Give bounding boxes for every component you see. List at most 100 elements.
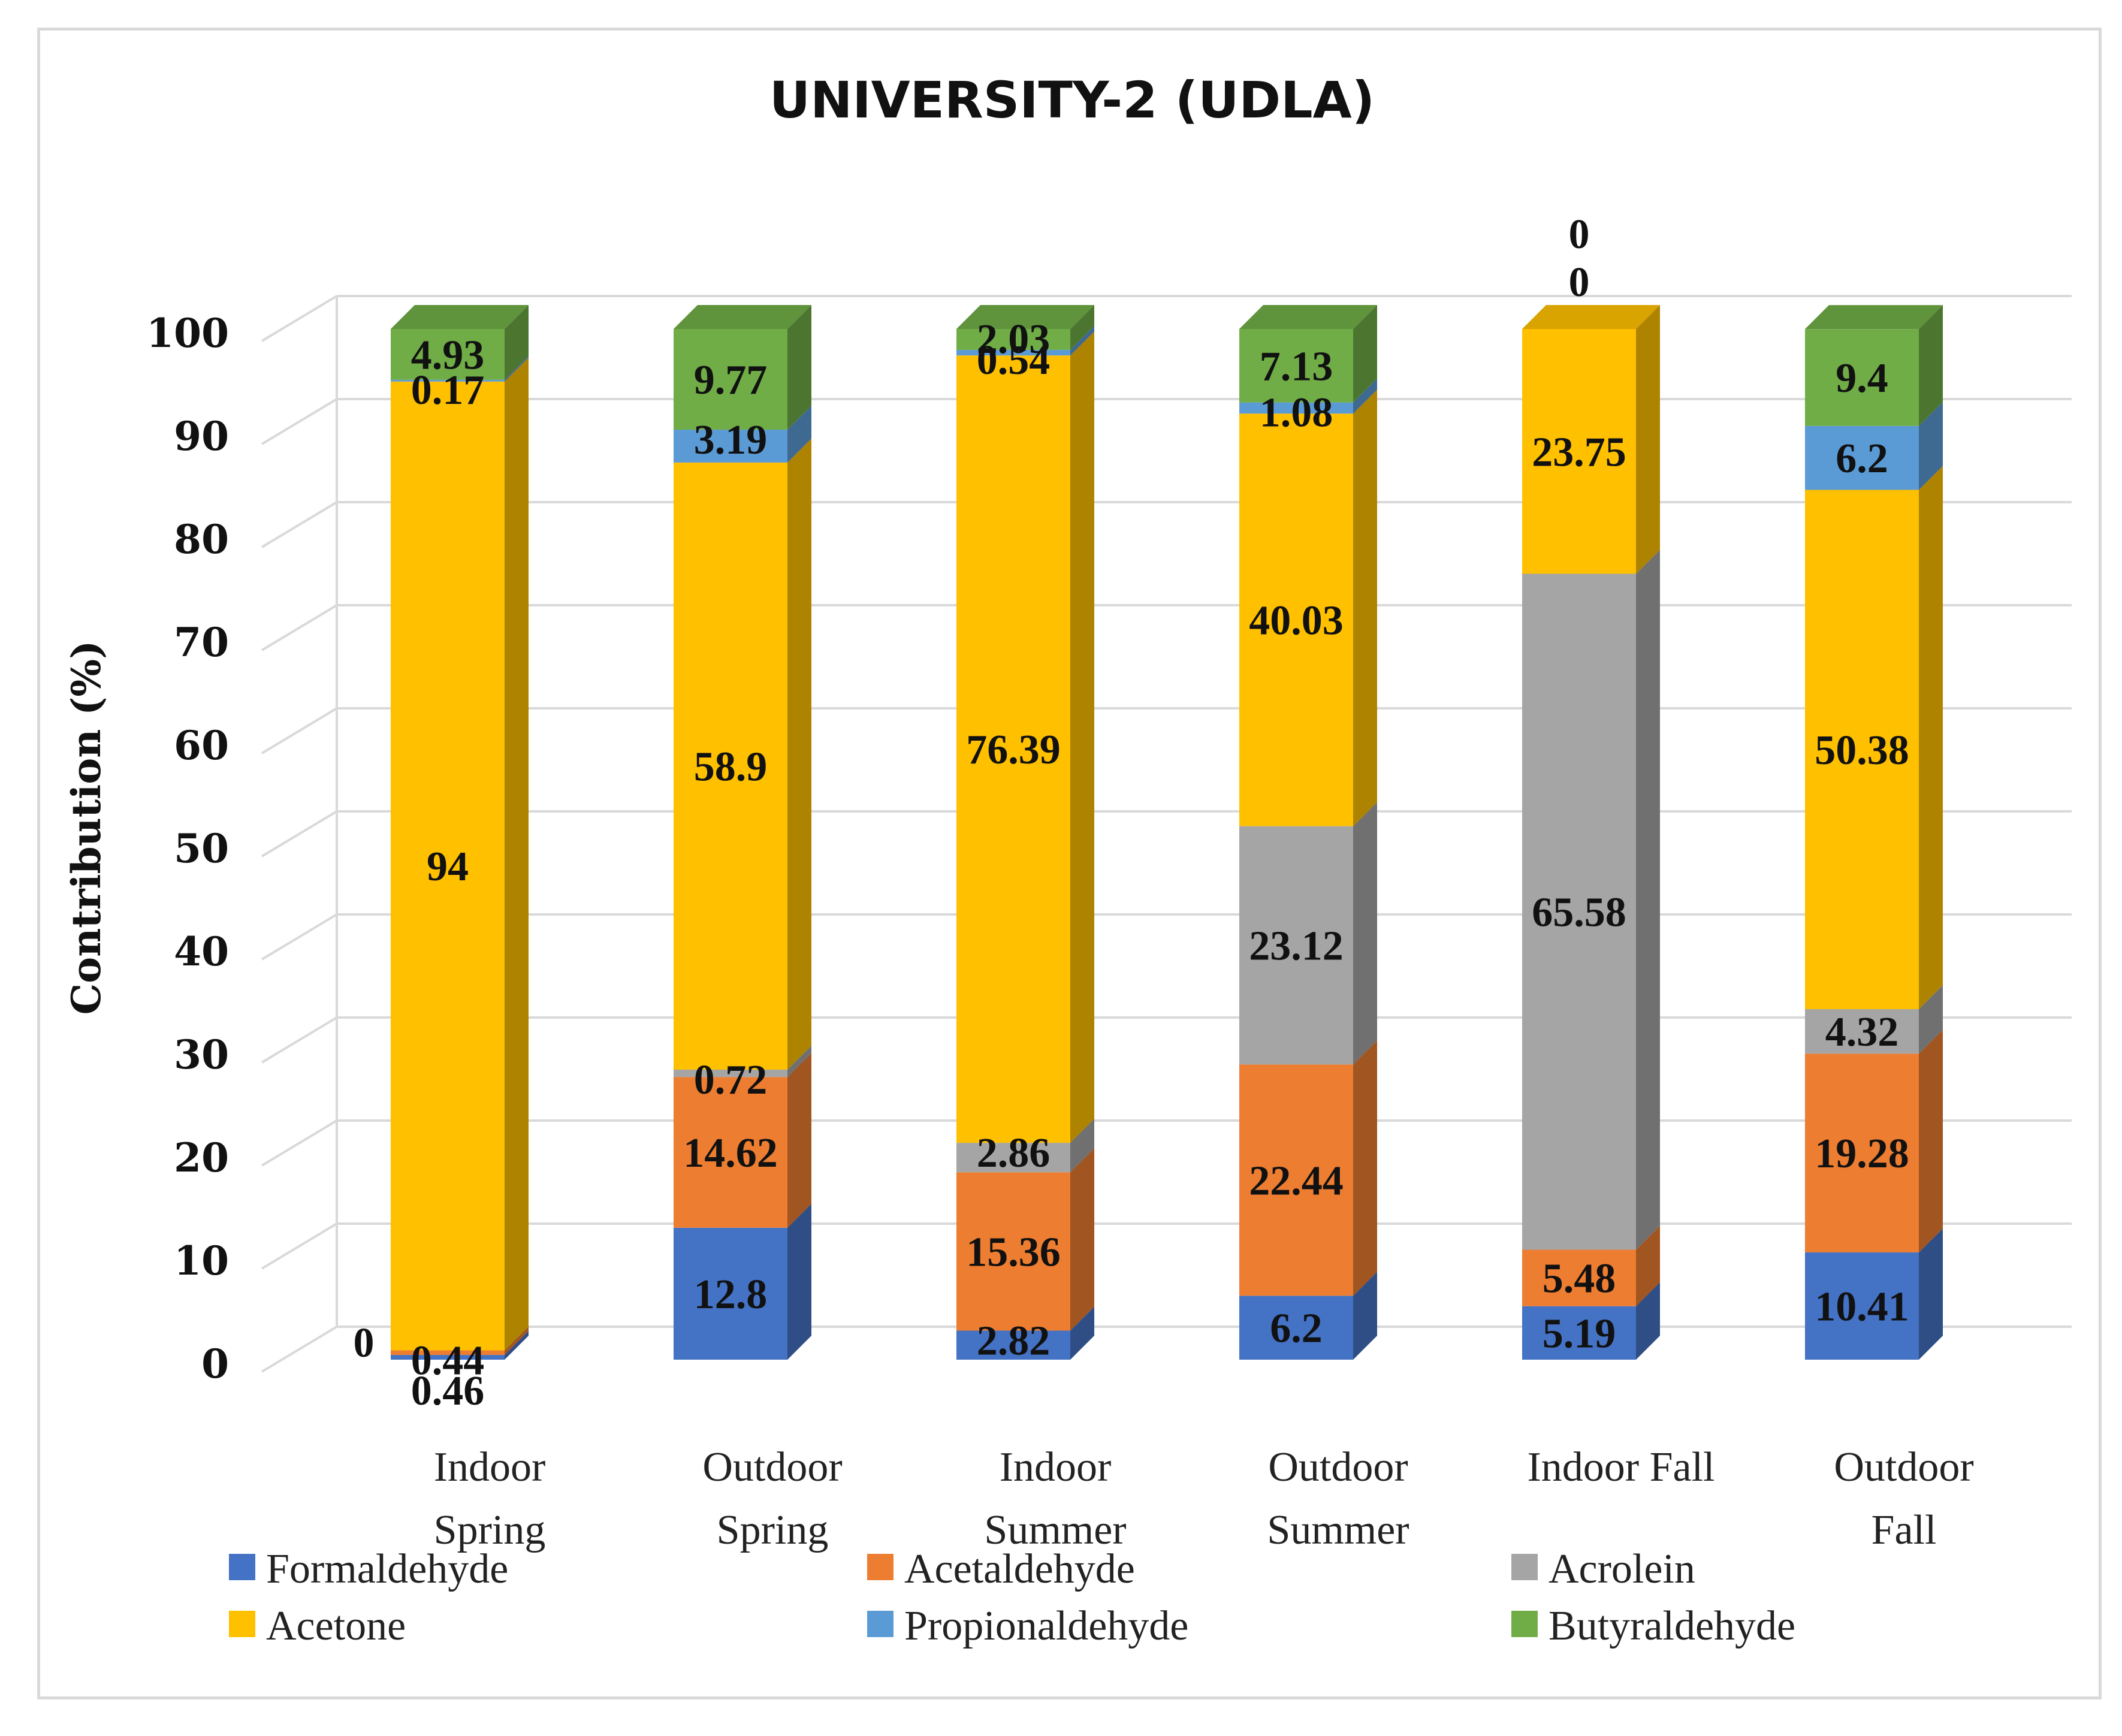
bar-side-acetaldehyde (1070, 1148, 1094, 1331)
bar-segment-formaldehyde (1239, 1296, 1353, 1360)
gridline-diagonal (261, 1016, 338, 1064)
data-label: 5.48 (1543, 1256, 1616, 1302)
data-label: 9.77 (694, 357, 768, 403)
bar-segment-acetaldehyde (956, 1172, 1070, 1331)
gridline-diagonal (261, 913, 338, 961)
data-label: 0.54 (977, 337, 1051, 384)
bar-side-formaldehyde (1070, 1306, 1094, 1360)
y-tick-label: 0 (201, 1341, 229, 1387)
gridlines (261, 295, 2072, 1373)
x-axis-categories: IndoorSpringOutdoorSpringIndoorSummerOut… (434, 1444, 1974, 1553)
data-label: 50.38 (1815, 727, 1909, 774)
bar-side-acetone (1636, 305, 1660, 574)
data-label: 9.4 (1836, 355, 1888, 401)
data-label: 22.44 (1249, 1158, 1344, 1204)
data-label: 12.8 (694, 1272, 768, 1318)
bar-segment-acetaldehyde (1239, 1064, 1353, 1296)
bar-segment-butyraldehyde (1805, 329, 1919, 426)
bar-side-acetaldehyde (1919, 1029, 1943, 1252)
data-label: 23.75 (1532, 429, 1626, 475)
bar-side-acetone (505, 357, 529, 1351)
bar-side-formaldehyde (1636, 1282, 1660, 1360)
bar-segment-acetone (956, 355, 1070, 1143)
gridline-diagonal (261, 1326, 338, 1373)
legend-item-butyraldehyde: Butyraldehyde (1511, 1603, 1795, 1649)
y-axis-ticks: 0 10 20 30 40 50 60 70 80 90 100 (146, 310, 229, 1387)
legend-label: Acrolein (1549, 1546, 1695, 1592)
bar-segment-acetone (1239, 413, 1353, 826)
bar-segment-acetaldehyde (1522, 1249, 1636, 1306)
data-label: 7.13 (1260, 343, 1333, 390)
bar-segment-formaldehyde (674, 1227, 787, 1360)
legend-item-acrolein: Acrolein (1511, 1546, 1695, 1592)
data-label: 14.62 (683, 1130, 778, 1176)
bar-side-propionaldehyde (787, 406, 811, 463)
data-label: 2.82 (977, 1318, 1051, 1364)
gridline-diagonal (261, 295, 338, 342)
bar-side-formaldehyde (787, 1203, 811, 1360)
bar-segment-butyraldehyde (956, 329, 1070, 350)
legend-swatch-acetaldehyde (867, 1554, 894, 1580)
legend-swatch-butyraldehyde (1511, 1611, 1538, 1637)
gridline-diagonal (261, 1222, 338, 1270)
legend-item-propionaldehyde: Propionaldehyde (867, 1603, 1188, 1649)
bar-side-butyraldehyde (1919, 305, 1943, 426)
stacked-bar (956, 305, 1094, 1360)
gridline-diagonal (261, 810, 338, 858)
stacked-bar (1805, 305, 1943, 1360)
gridline-diagonal (261, 398, 338, 445)
data-label: 40.03 (1249, 597, 1344, 644)
x-category-line: Indoor (434, 1444, 546, 1490)
bar-segment-acetone (1522, 329, 1636, 574)
gridline-diagonal (261, 707, 338, 754)
bar-segment-propionaldehyde (674, 430, 787, 463)
bar-side-butyraldehyde (787, 305, 811, 430)
x-category-label: Indoor Fall (1527, 1444, 1714, 1490)
bar-side-butyraldehyde (505, 305, 529, 380)
legend-label: Propionaldehyde (904, 1603, 1188, 1649)
x-category-line: Outdoor (1268, 1444, 1408, 1490)
bar-side-butyraldehyde (1353, 305, 1377, 403)
bar-segment-propionaldehyde (1805, 425, 1919, 490)
data-label: 0.46 (411, 1368, 485, 1414)
bar-side-acrolein (1353, 802, 1377, 1065)
bar-segment-formaldehyde (956, 1330, 1070, 1360)
bar-segment-propionaldehyde (956, 349, 1070, 356)
bar-side-acetone (787, 438, 811, 1070)
bar-side-butyraldehyde (1070, 305, 1094, 350)
chart-title: UNIVERSITY-2 (UDLA) (769, 71, 1375, 129)
y-tick-label: 60 (174, 722, 229, 769)
bar-top-butyraldehyde (1805, 305, 1943, 330)
y-tick-label: 50 (174, 825, 229, 872)
x-category-line: Indoor Fall (1527, 1444, 1714, 1490)
data-labels: 0.460.44 0 94 0.174.93 12.8 14.62 0.72 58.9 3.19… (354, 212, 1909, 1414)
y-tick-label: 30 (174, 1031, 229, 1078)
bar-segment-butyraldehyde (391, 329, 505, 380)
bar-side-acrolein (1919, 985, 1943, 1054)
x-category-label: Indoor Spring (434, 1444, 546, 1553)
data-label: 6.2 (1270, 1306, 1323, 1352)
bar-top-butyraldehyde (674, 305, 811, 329)
bar-segment-butyraldehyde (1239, 329, 1353, 403)
data-label: 3.19 (694, 417, 768, 463)
y-tick-label: 20 (174, 1134, 229, 1181)
bar-side-acetaldehyde (1353, 1040, 1377, 1296)
bar-segment-propionaldehyde (391, 379, 505, 382)
x-category-line: Summer (984, 1507, 1126, 1553)
legend-swatch-formaldehyde (229, 1554, 255, 1580)
x-category-label: Outdoor Fall (1834, 1444, 1973, 1553)
y-tick-label: 90 (174, 413, 229, 460)
x-category-line: Indoor (1000, 1444, 1112, 1490)
bar-side-acetaldehyde (505, 1326, 529, 1355)
bar-side-propionaldehyde (1919, 401, 1943, 490)
legend-label: Butyraldehyde (1549, 1603, 1795, 1649)
x-category-line: Outdoor (1834, 1444, 1973, 1490)
data-label: 0 (1569, 212, 1590, 258)
bar-segment-acetaldehyde (391, 1350, 505, 1355)
data-label: 23.12 (1249, 923, 1344, 970)
data-label: 19.28 (1815, 1131, 1909, 1177)
bar-side-propionaldehyde (1353, 378, 1377, 414)
bar-segment-formaldehyde (1522, 1306, 1636, 1360)
data-label: 10.41 (1815, 1284, 1909, 1330)
legend-item-acetaldehyde: Acetaldehyde (867, 1546, 1135, 1592)
